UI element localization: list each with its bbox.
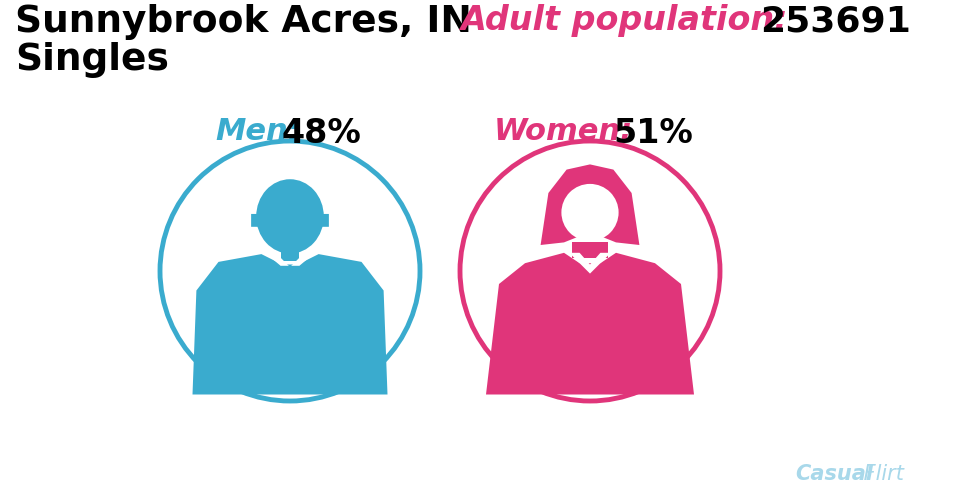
Polygon shape — [280, 248, 300, 261]
FancyBboxPatch shape — [252, 214, 259, 227]
Ellipse shape — [256, 180, 324, 254]
Text: Singles: Singles — [15, 42, 169, 78]
Text: Casual: Casual — [795, 463, 873, 483]
Text: 253691: 253691 — [760, 4, 911, 38]
Polygon shape — [277, 266, 303, 313]
Text: ·Flirt: ·Flirt — [858, 463, 905, 483]
Text: Adult population:: Adult population: — [460, 4, 787, 37]
Text: 51%: 51% — [613, 117, 693, 150]
Polygon shape — [540, 165, 639, 245]
FancyBboxPatch shape — [321, 214, 329, 227]
Text: 48%: 48% — [282, 117, 362, 150]
Polygon shape — [193, 255, 388, 395]
Polygon shape — [267, 255, 313, 274]
Circle shape — [562, 184, 618, 241]
Polygon shape — [572, 243, 609, 259]
Text: Sunnybrook Acres, IN: Sunnybrook Acres, IN — [15, 4, 472, 40]
Text: Men:: Men: — [215, 117, 300, 146]
Text: Women:: Women: — [494, 117, 634, 146]
Polygon shape — [569, 254, 611, 274]
Polygon shape — [486, 254, 694, 395]
